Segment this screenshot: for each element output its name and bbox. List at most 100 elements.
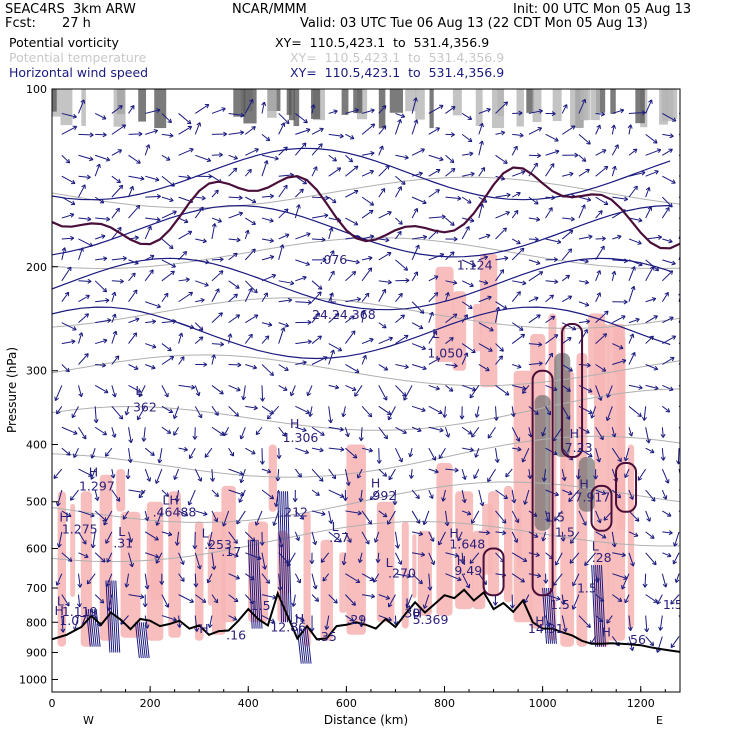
- wind-arrow: [161, 385, 169, 398]
- wind-arrow: [111, 149, 122, 156]
- wind-arrow: [361, 123, 375, 135]
- wind-arrowhead: [141, 437, 147, 442]
- field-annotation: 24.24.368: [312, 307, 376, 322]
- stratospheric-shading: [497, 89, 504, 117]
- wind-arrowhead: [419, 309, 425, 314]
- wind-arrowhead: [546, 410, 552, 416]
- field-annotation: 1.5: [251, 598, 271, 613]
- wind-arrow: [78, 99, 85, 114]
- wind-arrowhead: [299, 515, 305, 520]
- wind-arrow: [58, 531, 63, 548]
- wind-arrow: [445, 573, 462, 581]
- wind-arrow: [155, 468, 163, 484]
- wind-arrowhead: [101, 115, 107, 120]
- wind-arrow: [561, 385, 571, 392]
- wind-arrow: [144, 447, 155, 456]
- wind-arrowhead: [86, 174, 91, 180]
- wind-arrow: [106, 573, 113, 587]
- wind-arrowhead: [167, 531, 173, 537]
- wind-arrowhead: [188, 454, 194, 459]
- wind-arrowhead: [454, 467, 459, 473]
- wind-arrow: [207, 573, 213, 584]
- wind-arrow: [328, 510, 332, 524]
- wind-arrow: [295, 175, 307, 185]
- wind-arrow: [578, 510, 587, 526]
- wind-arrowhead: [118, 184, 124, 190]
- wind-arrow: [136, 622, 142, 659]
- wind-arrowhead: [183, 446, 188, 452]
- wind-arrowhead: [192, 545, 198, 550]
- x-tick-label: 0: [49, 697, 56, 710]
- wind-arrowhead: [259, 541, 265, 546]
- wind-arrow: [261, 573, 270, 584]
- wind-arrowhead: [204, 103, 210, 109]
- field-annotation: 1.5: [663, 597, 683, 612]
- wind-arrow: [543, 469, 547, 482]
- wind-arrowhead: [367, 267, 373, 272]
- wind-arrow: [511, 406, 515, 417]
- wind-arrow: [295, 361, 307, 365]
- wind-arrow: [311, 510, 326, 515]
- wind-arrow: [120, 615, 129, 625]
- wind-arrowhead: [422, 520, 428, 526]
- wind-arrow: [628, 238, 642, 245]
- wind-arrowhead: [505, 210, 510, 216]
- wind-arrow: [261, 217, 274, 222]
- wind-arrowhead: [239, 130, 245, 136]
- wind-arrow: [173, 468, 180, 480]
- wind-arrowhead: [365, 540, 370, 545]
- wind-arrow: [595, 270, 601, 282]
- wind-arrowhead: [635, 317, 640, 323]
- wind-arrow: [128, 531, 133, 543]
- wind-arrow: [461, 352, 468, 365]
- pv-contour: [561, 322, 584, 459]
- forecast-value: 27 h: [62, 16, 91, 31]
- wind-arrow: [378, 105, 387, 114]
- wind-arrow: [595, 364, 606, 372]
- wind-arrow: [628, 552, 634, 567]
- wind-arrowhead: [364, 292, 370, 298]
- wind-arrowhead: [94, 496, 100, 501]
- wind-arrowhead: [299, 188, 304, 194]
- wind-arrow: [411, 510, 421, 524]
- wind-arrowhead: [418, 531, 424, 537]
- wind-arrowhead: [367, 412, 373, 418]
- wind-arrow: [78, 238, 93, 247]
- wind-arrowhead: [101, 234, 106, 239]
- wind-arrowhead: [673, 542, 678, 547]
- wind-arrow: [161, 292, 169, 303]
- wind-arrow: [178, 594, 194, 603]
- wind-arrow: [228, 167, 238, 177]
- wind-arrowhead: [518, 110, 523, 116]
- wind-arrowhead: [656, 148, 662, 154]
- wind-arrowhead: [85, 294, 90, 300]
- wind-arrow: [56, 406, 63, 415]
- wind-arrow: [261, 468, 271, 473]
- wind-arrow: [611, 124, 615, 135]
- wind-arrow: [461, 133, 473, 143]
- wind-arrow: [236, 510, 246, 525]
- wind-arrowhead: [183, 511, 189, 517]
- pv-contour: [531, 369, 554, 597]
- wind-arrow: [661, 427, 664, 438]
- wind-arrowhead: [255, 430, 261, 436]
- wind-arrow: [378, 165, 390, 177]
- wind-arrow: [645, 99, 653, 114]
- wind-arrowhead: [357, 510, 362, 516]
- wind-arrow: [387, 510, 396, 525]
- wind-arrow: [495, 101, 508, 114]
- wind-arrowhead: [102, 287, 108, 293]
- wind-arrowhead: [302, 179, 307, 185]
- wind-arrow: [294, 142, 307, 156]
- wind-arrowhead: [276, 454, 282, 459]
- wind-arrow: [628, 489, 634, 500]
- wind-arrowhead: [387, 415, 393, 421]
- pink-fill-streak: [207, 533, 213, 606]
- wind-arrowhead: [312, 585, 318, 590]
- wind-arrow: [645, 447, 655, 454]
- wind-arrowhead: [641, 110, 646, 116]
- wind-arrow: [428, 357, 441, 365]
- wind-arrow: [645, 531, 655, 539]
- wind-arrowhead: [139, 594, 145, 600]
- wind-arrow: [612, 109, 624, 114]
